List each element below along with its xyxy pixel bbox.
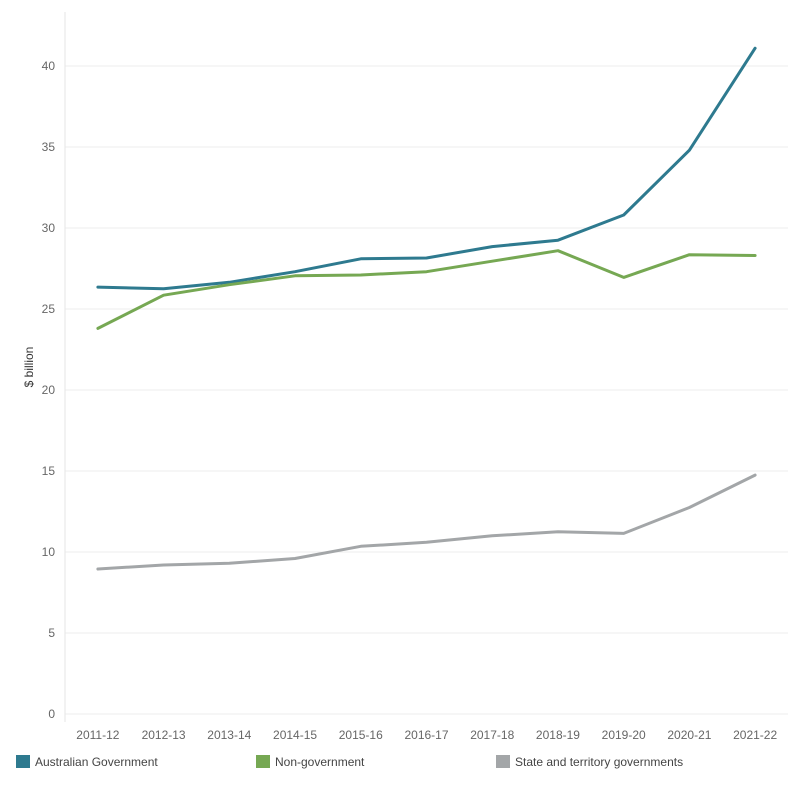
y-tick-label: 30 [42, 221, 56, 235]
x-tick-label: 2015-16 [339, 728, 383, 742]
legend-item: State and territory governments [496, 755, 683, 769]
x-tick-labels: 2011-12 2012-13 2013-14 2014-15 2015-16 2016-… [76, 728, 777, 742]
x-tick-label: 2019-20 [602, 728, 646, 742]
y-axis-title: $ billion [22, 347, 36, 388]
y-tick-label: 5 [48, 626, 55, 640]
y-tick-labels: 0 5 10 15 20 25 30 35 40 [42, 59, 56, 721]
x-tick-label: 2014-15 [273, 728, 317, 742]
series-lines [96, 46, 757, 571]
y-tick-label: 10 [42, 545, 56, 559]
x-tick-label: 2012-13 [142, 728, 186, 742]
legend-item: Non-government [256, 755, 365, 769]
legend-item: Australian Government [16, 755, 158, 769]
x-tick-label: 2020-21 [667, 728, 711, 742]
series-line [96, 249, 757, 330]
legend-swatch [256, 755, 270, 768]
legend-label: State and territory governments [515, 755, 683, 769]
series-non-government [96, 249, 757, 330]
y-tick-label: 20 [42, 383, 56, 397]
x-tick-label: 2011-12 [76, 728, 119, 742]
y-tick-label: 35 [42, 140, 56, 154]
series-state-and-territory-governments [96, 473, 757, 571]
legend-swatch [16, 755, 30, 768]
y-tick-label: 40 [42, 59, 56, 73]
legend: Australian Government Non-government State… [16, 755, 683, 769]
x-tick-label: 2018-19 [536, 728, 580, 742]
y-tick-label: 0 [48, 707, 55, 721]
legend-label: Australian Government [35, 755, 158, 769]
x-tick-label: 2013-14 [207, 728, 251, 742]
legend-swatch [496, 755, 510, 768]
y-tick-label: 15 [42, 464, 56, 478]
legend-label: Non-government [275, 755, 365, 769]
series-line [96, 473, 757, 571]
gridlines [65, 65, 788, 715]
x-tick-label: 2017-18 [470, 728, 514, 742]
series-australian-government [96, 46, 757, 291]
y-tick-label: 25 [42, 302, 56, 316]
series-line [96, 46, 757, 291]
x-tick-label: 2016-17 [404, 728, 448, 742]
x-tick-label: 2021-22 [733, 728, 777, 742]
